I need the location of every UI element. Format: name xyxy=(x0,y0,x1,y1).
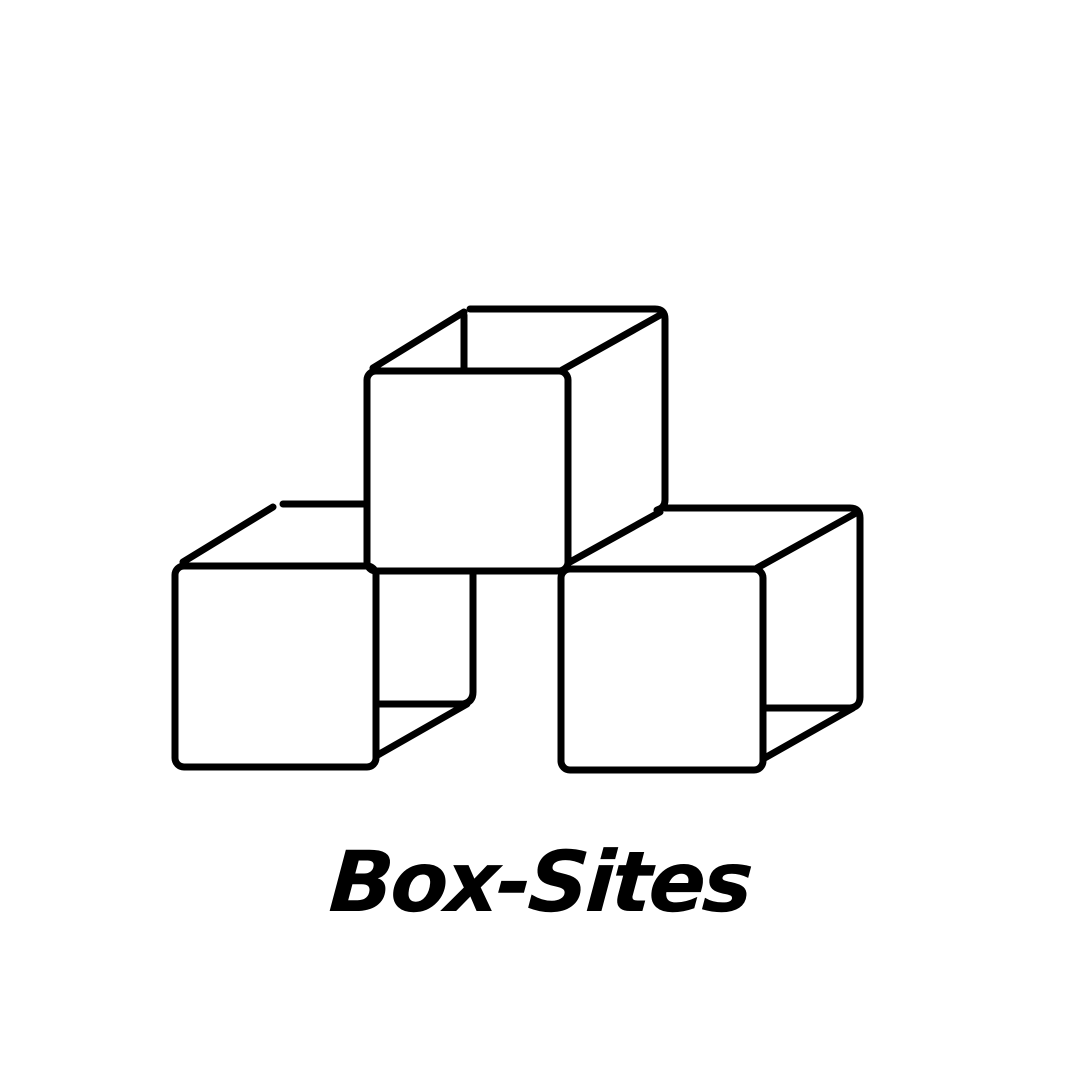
brand-name: Box-Sites xyxy=(326,833,754,931)
top-box xyxy=(363,305,669,575)
right-box xyxy=(557,504,864,774)
left-box xyxy=(171,500,477,771)
